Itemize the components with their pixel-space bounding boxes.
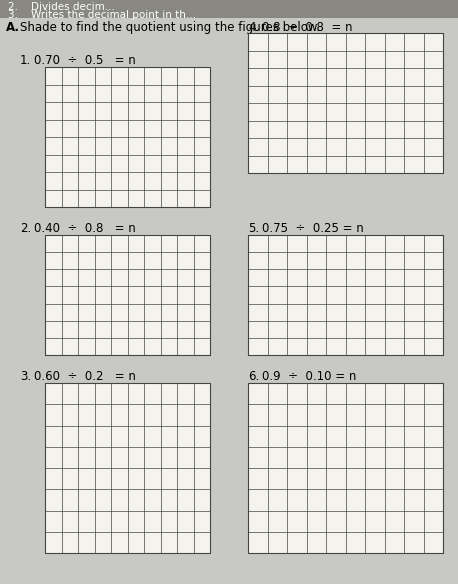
Bar xyxy=(45,235,210,355)
Text: 0.40  ÷  0.8   = n: 0.40 ÷ 0.8 = n xyxy=(34,222,136,235)
Text: 2.    Divides decim...: 2. Divides decim... xyxy=(8,2,115,12)
Bar xyxy=(45,67,210,207)
Bar xyxy=(248,235,443,355)
Text: Shade to find the quotient using the figures below.: Shade to find the quotient using the fig… xyxy=(20,21,320,34)
Text: 2.: 2. xyxy=(20,222,31,235)
Text: 0.8  ÷  0.8  = n: 0.8 ÷ 0.8 = n xyxy=(262,21,353,34)
Text: 3.: 3. xyxy=(20,370,31,383)
Text: 5.: 5. xyxy=(248,222,259,235)
Bar xyxy=(248,33,443,173)
Text: 1.: 1. xyxy=(20,54,31,67)
Text: 6.: 6. xyxy=(248,370,259,383)
Bar xyxy=(45,383,210,553)
Text: 3.    Writes the decimal point in th...: 3. Writes the decimal point in th... xyxy=(8,10,196,20)
Text: 4.: 4. xyxy=(248,21,259,34)
Bar xyxy=(0,0,458,18)
Text: 0.60  ÷  0.2   = n: 0.60 ÷ 0.2 = n xyxy=(34,370,136,383)
Text: 0.9  ÷  0.10 = n: 0.9 ÷ 0.10 = n xyxy=(262,370,356,383)
Text: A.: A. xyxy=(6,21,20,34)
Bar xyxy=(248,383,443,553)
Text: 0.70  ÷  0.5   = n: 0.70 ÷ 0.5 = n xyxy=(34,54,136,67)
Text: 0.75  ÷  0.25 = n: 0.75 ÷ 0.25 = n xyxy=(262,222,364,235)
